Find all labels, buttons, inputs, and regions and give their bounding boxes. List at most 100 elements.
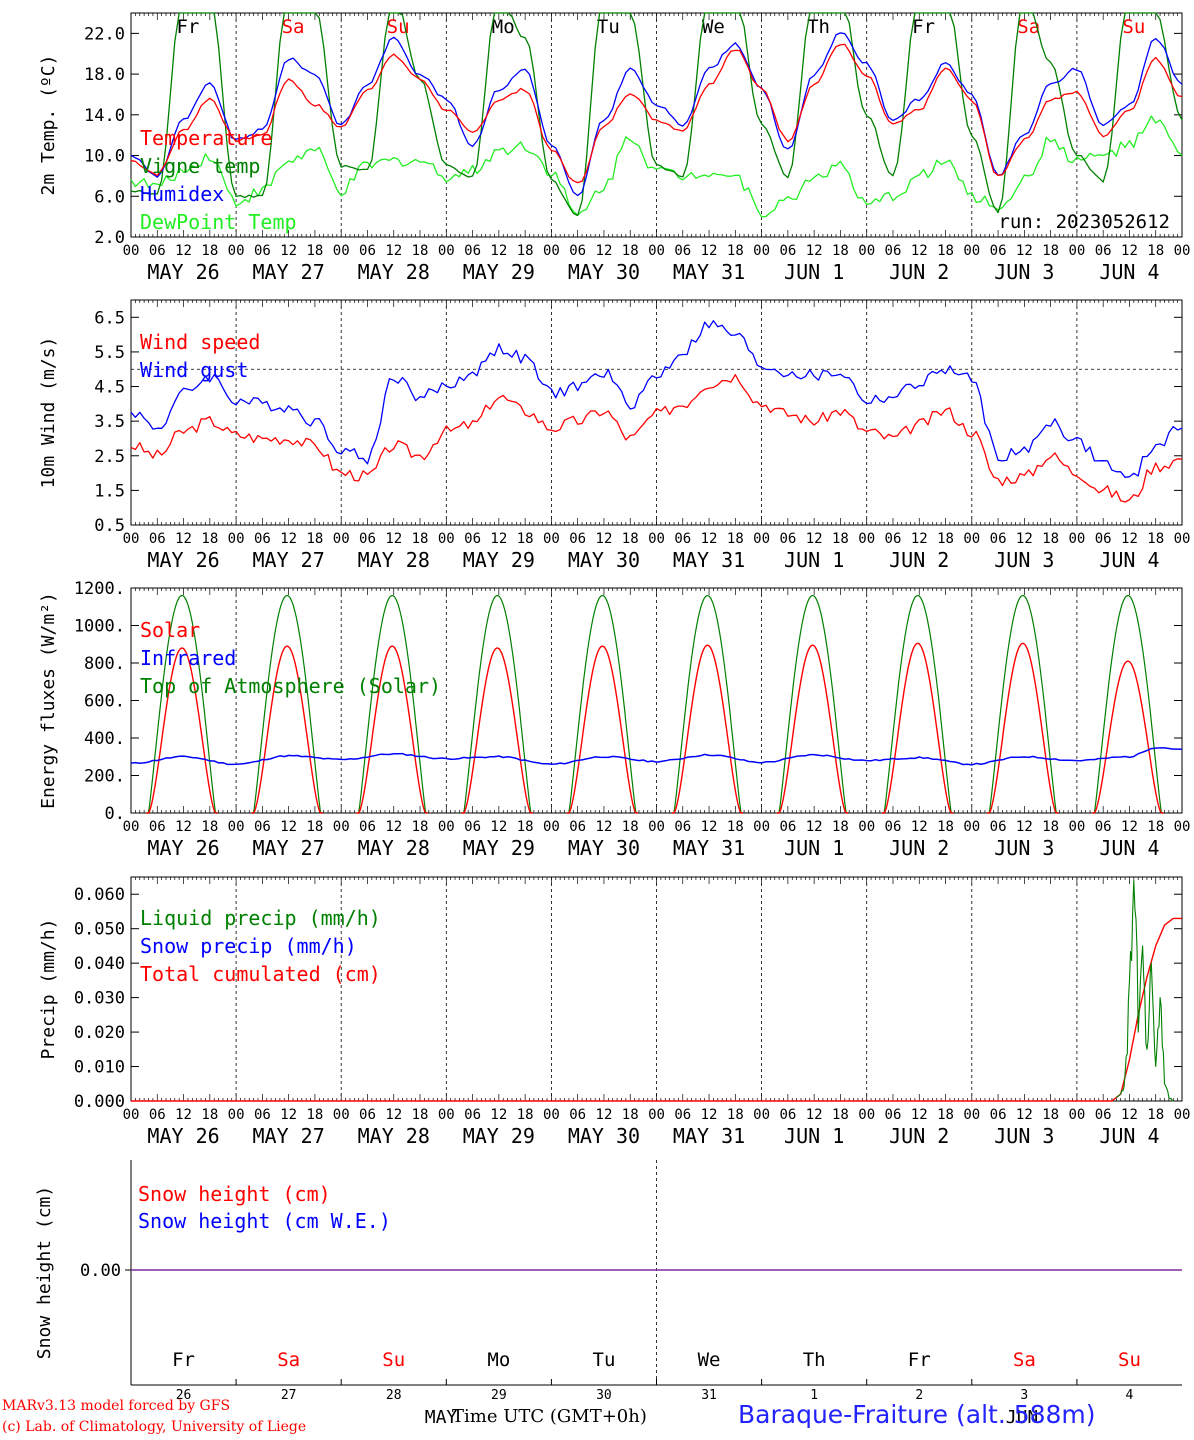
date-label: JUN 2 (889, 836, 949, 860)
y-tick-label: 0.060 (74, 885, 125, 905)
hour-tick-label: 06 (464, 1107, 481, 1123)
hour-tick-label: 18 (937, 243, 954, 259)
date-label: JUN 4 (1099, 836, 1159, 860)
date-label: JUN 1 (784, 1124, 844, 1148)
solar-curve (1092, 660, 1164, 814)
hour-tick-label: 00 (228, 819, 245, 835)
solar-curve (882, 642, 954, 814)
day-number-label: 1 (810, 1388, 818, 1403)
y-tick-label: 2.0 (94, 228, 125, 248)
toa-solar-curve (776, 594, 849, 814)
hour-tick-label: 00 (123, 1107, 140, 1123)
hour-tick-label: 06 (569, 819, 586, 835)
series-line-red (130, 374, 1183, 503)
date-label: JUN 4 (1099, 548, 1159, 572)
date-label: JUN 3 (994, 1124, 1054, 1148)
legend-entry: Solar (140, 618, 200, 642)
hour-tick-label: 18 (832, 819, 849, 835)
date-label: JUN 2 (889, 548, 949, 572)
date-label: JUN 2 (889, 1124, 949, 1148)
hour-tick-label: 06 (464, 243, 481, 259)
y-tick-label: 10.0 (84, 147, 125, 167)
hour-tick-label: 12 (490, 819, 507, 835)
hour-tick-label: 00 (648, 819, 665, 835)
toa-solar-curve (461, 594, 533, 814)
toa-solar-curve (356, 594, 428, 814)
date-label: MAY 28 (358, 548, 430, 572)
day-number-label: 31 (701, 1388, 717, 1403)
hour-tick-label: 06 (149, 531, 166, 547)
date-label: JUN 2 (889, 260, 949, 284)
hour-tick-label: 12 (280, 531, 297, 547)
legend-entry: Snow height (cm) (138, 1182, 331, 1206)
hour-tick-label: 06 (1095, 1107, 1112, 1123)
hour-tick-label: 18 (1147, 531, 1164, 547)
weekday-label: Th (803, 1349, 826, 1371)
y-tick-label: 0.040 (74, 954, 125, 974)
hour-tick-label: 00 (438, 819, 455, 835)
hour-tick-label: 06 (1095, 531, 1112, 547)
day-number-label: 26 (176, 1388, 192, 1403)
date-label: MAY 30 (568, 260, 640, 284)
date-label: MAY 27 (253, 1124, 325, 1148)
hour-tick-label: 06 (779, 819, 796, 835)
y-tick-label: 1.5 (94, 481, 125, 501)
hour-tick-label: 00 (123, 819, 140, 835)
hour-tick-label: 12 (1016, 819, 1033, 835)
hour-tick-label: 00 (858, 1107, 875, 1123)
day-number-label: 2 (915, 1388, 923, 1403)
hour-tick-label: 18 (1042, 243, 1059, 259)
date-label: MAY 29 (463, 548, 535, 572)
hour-tick-label: 00 (1068, 819, 1085, 835)
date-label: MAY 27 (253, 260, 325, 284)
solar-curve (776, 644, 849, 814)
hour-tick-label: 00 (753, 531, 770, 547)
date-label: MAY 30 (568, 836, 640, 860)
toa-solar-curve (1092, 594, 1164, 814)
y-tick-label: 0.050 (74, 920, 125, 940)
weekday-label: Sa (277, 1349, 300, 1371)
hour-tick-label: 12 (1121, 819, 1138, 835)
date-label: MAY 26 (147, 836, 219, 860)
date-label: MAY 26 (147, 1124, 219, 1148)
hour-tick-label: 00 (228, 243, 245, 259)
y-tick-label: 1000. (74, 617, 125, 637)
hour-tick-label: 06 (254, 1107, 271, 1123)
solar-curve (251, 645, 323, 814)
date-label: JUN 3 (994, 548, 1054, 572)
hour-tick-label: 06 (779, 1107, 796, 1123)
hour-tick-label: 00 (438, 531, 455, 547)
toa-solar-curve (882, 594, 954, 814)
hour-tick-label: 18 (727, 819, 744, 835)
hour-tick-label: 00 (963, 531, 980, 547)
hour-tick-label: 18 (832, 1107, 849, 1123)
y-tick-label: 0.000 (74, 1092, 125, 1112)
hour-tick-label: 12 (1121, 1107, 1138, 1123)
hour-tick-label: 00 (648, 531, 665, 547)
toa-solar-curve (251, 594, 323, 814)
hour-tick-label: 06 (359, 819, 376, 835)
y-axis-label: Energy fluxes (W/m²) (38, 592, 59, 809)
hour-tick-label: 00 (1068, 243, 1085, 259)
date-label: MAY 28 (358, 836, 430, 860)
weekday-label: Fr (908, 1349, 931, 1371)
hour-tick-label: 12 (911, 531, 928, 547)
hour-tick-label: 06 (149, 243, 166, 259)
y-tick-label: 22.0 (84, 24, 125, 44)
series-line-blue (130, 320, 1183, 478)
hour-tick-label: 00 (543, 1107, 560, 1123)
weekday-label: Su (1122, 16, 1145, 38)
hour-tick-label: 06 (359, 1107, 376, 1123)
hour-tick-label: 00 (1174, 531, 1191, 547)
weekday-label: We (698, 1349, 721, 1371)
hour-tick-label: 18 (306, 819, 323, 835)
hour-tick-label: 06 (674, 243, 691, 259)
hour-tick-label: 12 (1121, 243, 1138, 259)
hour-tick-label: 12 (1016, 1107, 1033, 1123)
weekday-label: Tu (593, 1349, 616, 1371)
weekday-label: Th (807, 16, 830, 38)
y-tick-label: 6.0 (94, 187, 125, 207)
hour-tick-label: 18 (412, 243, 429, 259)
hour-tick-label: 12 (280, 819, 297, 835)
y-tick-label: 4.5 (94, 378, 125, 398)
